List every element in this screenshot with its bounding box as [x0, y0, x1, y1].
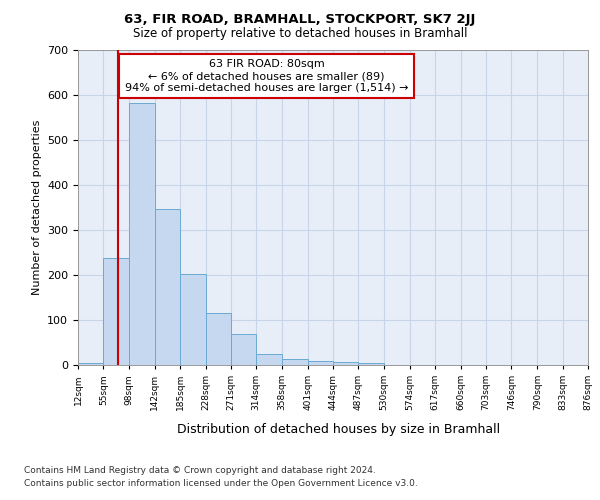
Bar [308, 360, 333, 365]
Bar [231, 334, 256, 365]
Bar [333, 362, 358, 365]
Bar [205, 313, 231, 365]
Text: Contains HM Land Registry data © Crown copyright and database right 2024.: Contains HM Land Registry data © Crown c… [24, 466, 376, 475]
Bar [282, 359, 308, 365]
Bar [103, 258, 129, 365]
Bar [358, 363, 384, 365]
Text: Size of property relative to detached houses in Bramhall: Size of property relative to detached ho… [133, 28, 467, 40]
Bar [155, 209, 180, 365]
Bar [129, 103, 155, 365]
Y-axis label: Number of detached properties: Number of detached properties [32, 120, 41, 295]
Bar [256, 354, 282, 365]
Text: 63 FIR ROAD: 80sqm
← 6% of detached houses are smaller (89)
94% of semi-detached: 63 FIR ROAD: 80sqm ← 6% of detached hous… [125, 60, 409, 92]
Bar [180, 274, 205, 365]
Text: Distribution of detached houses by size in Bramhall: Distribution of detached houses by size … [178, 422, 500, 436]
Bar [78, 363, 103, 365]
Text: 63, FIR ROAD, BRAMHALL, STOCKPORT, SK7 2JJ: 63, FIR ROAD, BRAMHALL, STOCKPORT, SK7 2… [124, 12, 476, 26]
Text: Contains public sector information licensed under the Open Government Licence v3: Contains public sector information licen… [24, 479, 418, 488]
